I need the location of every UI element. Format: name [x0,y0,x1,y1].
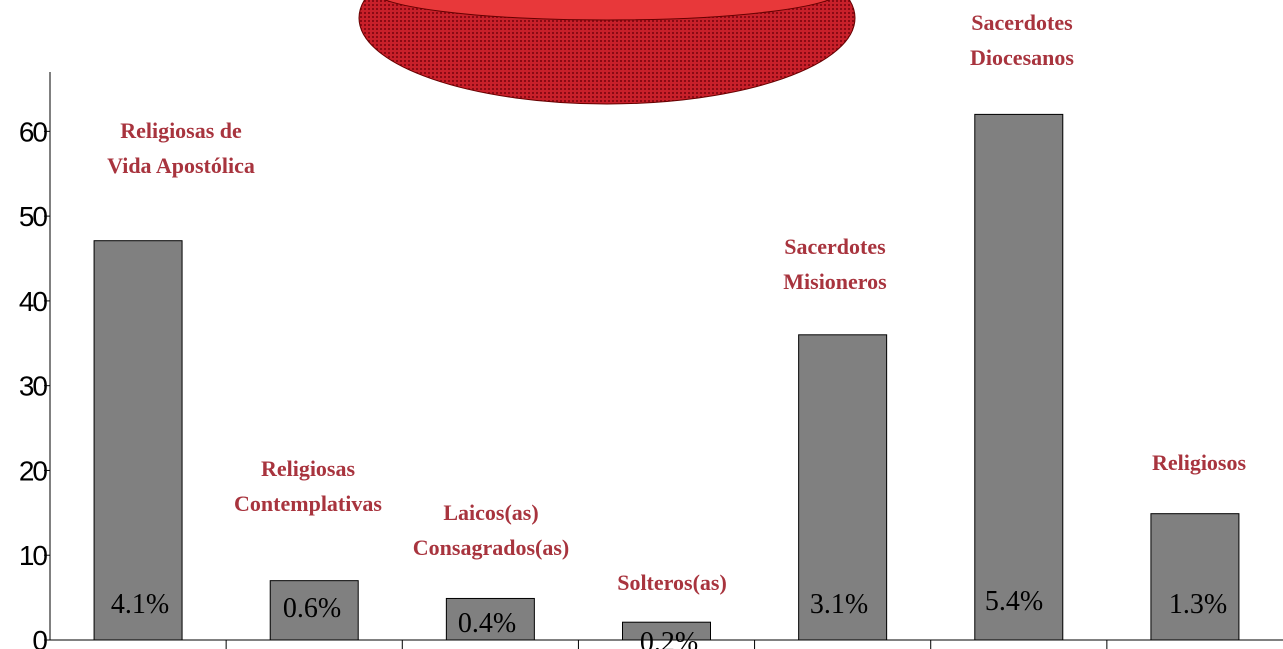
category-label: Laicos(as) [443,500,538,525]
bar-label: 0.6% [283,593,341,624]
category-label: Religiosas de [120,118,242,143]
category-label: Religiosas [261,456,356,481]
bar [93,240,183,641]
category-label: Sacerdotes [971,10,1073,35]
y-tick-label: 0 [32,625,47,649]
y-tick-label: 40 [19,286,48,317]
y-tick-label: 20 [19,455,48,486]
bar-label: 5.4% [985,586,1043,617]
category-label: Sacerdotes [784,234,886,259]
bar [1150,513,1240,641]
y-tick-label: 10 [19,540,48,571]
y-tick-label: 30 [19,371,48,402]
category-label: Consagrados(as) [413,535,569,560]
category-label: Diocesanos [970,45,1074,70]
bar [269,580,359,641]
bar [798,334,888,641]
bar-label: 0.4% [458,608,516,639]
bar [974,113,1064,641]
category-label: Religiosos [1152,450,1247,475]
y-tick-label: 60 [19,116,48,147]
bar-label: 1.3% [1169,589,1227,620]
bar [445,597,535,641]
bar-label: 3.1% [810,589,868,620]
category-label: Solteros(as) [617,570,727,595]
category-label: Contemplativas [234,491,382,516]
category-label: Vida Apostólica [107,153,255,178]
bar-label: 4.1% [111,589,169,620]
category-label: Misioneros [783,269,887,294]
bar [622,621,711,641]
pie-decoration [358,0,856,105]
bar-label: 0.2% [640,627,698,649]
y-tick-label: 50 [19,201,48,232]
